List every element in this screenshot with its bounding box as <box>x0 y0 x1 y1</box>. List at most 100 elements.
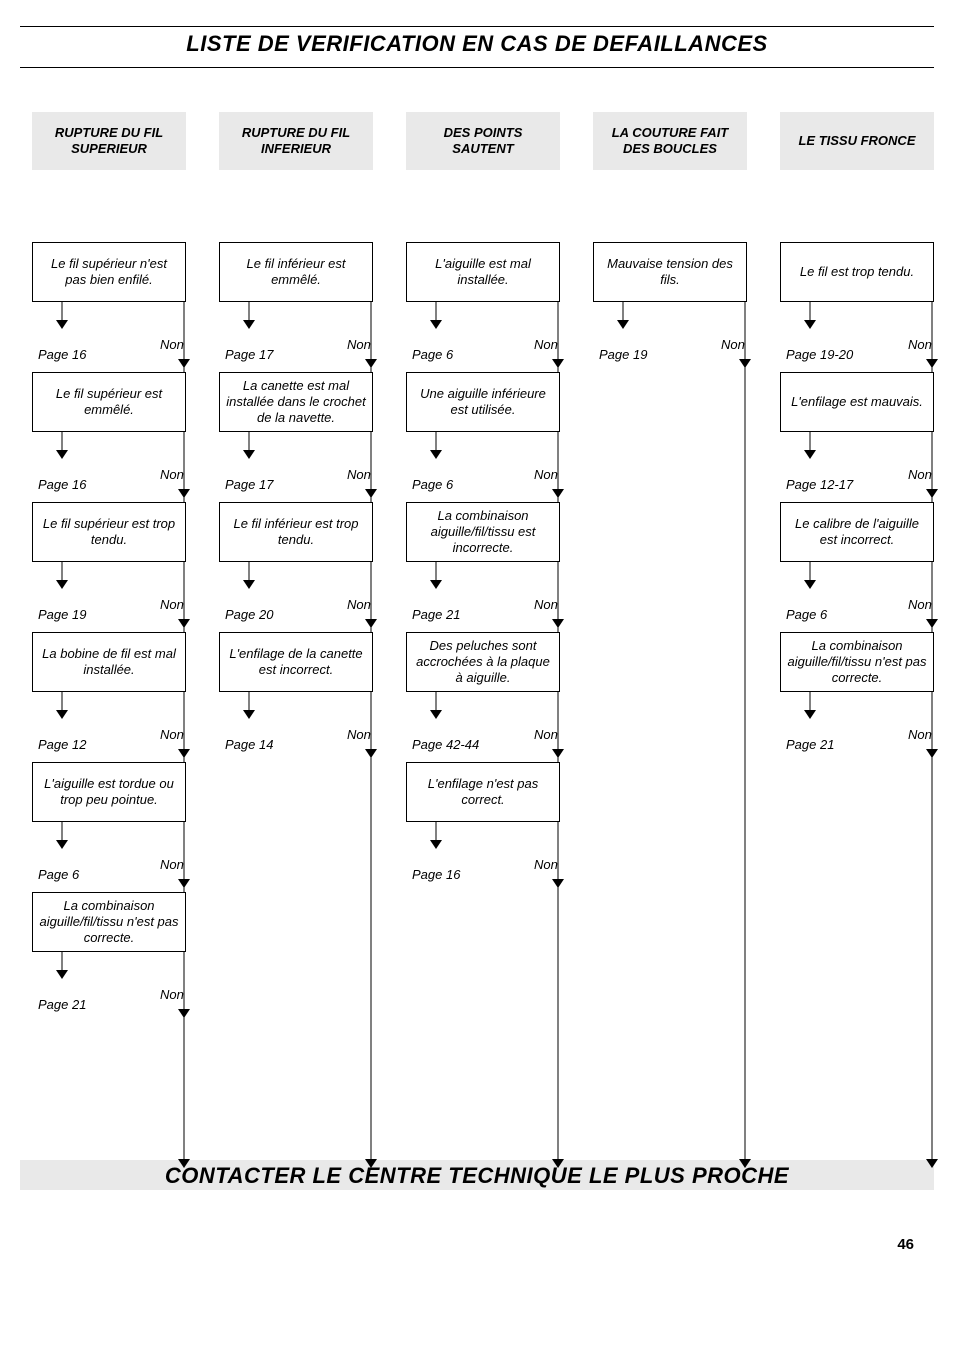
step-box: Le fil supérieur n'est pas bien enfilé. <box>32 242 186 302</box>
non-label: Non <box>534 597 558 615</box>
arrow-down-icon <box>365 359 377 368</box>
non-label: Non <box>347 597 371 615</box>
non-label: Non <box>908 337 932 355</box>
non-label: Non <box>160 337 184 355</box>
page-ref: Page 16 <box>412 867 460 885</box>
arrow-down-icon <box>365 619 377 628</box>
page-ref: Page 19 <box>599 347 647 365</box>
page-title-wrap: LISTE DE VERIFICATION EN CAS DE DEFAILLA… <box>20 26 934 68</box>
non-label: Non <box>347 337 371 355</box>
step-box: L'aiguille est tordue ou trop peu pointu… <box>32 762 186 822</box>
non-label: Non <box>908 727 932 745</box>
page-ref: Page 16 <box>38 477 86 495</box>
step-box: La combinaison aiguille/fil/tissu n'est … <box>780 632 934 692</box>
page-ref: Page 21 <box>38 997 86 1015</box>
arrow-down-icon <box>552 619 564 628</box>
arrow-down-icon <box>926 619 938 628</box>
non-label: Non <box>160 857 184 875</box>
arrow-down-icon <box>552 879 564 888</box>
page-ref: Page 12-17 <box>786 477 853 495</box>
arrow-down-icon <box>178 619 190 628</box>
page-ref: Page 21 <box>786 737 834 755</box>
arrow-down-icon <box>804 580 816 589</box>
arrow-down-icon <box>56 970 68 979</box>
troubleshooting-flowchart: CONTACTER LE CENTRE TECHNIQUE LE PLUS PR… <box>20 112 934 1190</box>
page-ref: Page 17 <box>225 477 273 495</box>
arrow-down-icon <box>365 489 377 498</box>
page-ref: Page 42-44 <box>412 737 479 755</box>
arrow-down-icon <box>552 1159 564 1168</box>
page-ref: Page 6 <box>38 867 79 885</box>
page-ref: Page 14 <box>225 737 273 755</box>
non-label: Non <box>160 467 184 485</box>
arrow-down-icon <box>617 320 629 329</box>
step-box: La combinaison aiguille/fil/tissu est in… <box>406 502 560 562</box>
non-label: Non <box>534 467 558 485</box>
step-box: Une aiguille inférieure est utilisée. <box>406 372 560 432</box>
page-number: 46 <box>20 1236 934 1253</box>
step-box: Le fil inférieur est trop tendu. <box>219 502 373 562</box>
step-box: L'aiguille est mal installée. <box>406 242 560 302</box>
non-label: Non <box>908 467 932 485</box>
arrow-down-icon <box>56 450 68 459</box>
arrow-down-icon <box>178 1009 190 1018</box>
step-box: Le calibre de l'aiguille est incorrect. <box>780 502 934 562</box>
arrow-down-icon <box>56 840 68 849</box>
step-box: Des peluches sont accrochées à la plaque… <box>406 632 560 692</box>
step-box: La combinaison aiguille/fil/tissu n'est … <box>32 892 186 952</box>
page-ref: Page 6 <box>412 477 453 495</box>
arrow-down-icon <box>430 320 442 329</box>
non-label: Non <box>160 597 184 615</box>
column-header: RUPTURE DU FIL INFERIEUR <box>219 112 373 170</box>
arrow-down-icon <box>926 489 938 498</box>
non-label: Non <box>347 467 371 485</box>
step-box: L'enfilage est mauvais. <box>780 372 934 432</box>
arrow-down-icon <box>739 359 751 368</box>
arrow-down-icon <box>552 749 564 758</box>
page-ref: Page 19-20 <box>786 347 853 365</box>
column-header: LA COUTURE FAIT DES BOUCLES <box>593 112 747 170</box>
arrow-down-icon <box>926 1159 938 1168</box>
column-header: RUPTURE DU FIL SUPERIEUR <box>32 112 186 170</box>
step-box: Le fil supérieur est trop tendu. <box>32 502 186 562</box>
arrow-down-icon <box>552 359 564 368</box>
arrow-down-icon <box>430 840 442 849</box>
arrow-down-icon <box>926 749 938 758</box>
page-title: LISTE DE VERIFICATION EN CAS DE DEFAILLA… <box>186 31 767 56</box>
step-box: Le fil inférieur est emmêlé. <box>219 242 373 302</box>
page-ref: Page 16 <box>38 347 86 365</box>
arrow-down-icon <box>178 1159 190 1168</box>
page-ref: Page 6 <box>412 347 453 365</box>
arrow-down-icon <box>430 710 442 719</box>
page-ref: Page 21 <box>412 607 460 625</box>
arrow-down-icon <box>739 1159 751 1168</box>
step-box: Mauvaise tension des fils. <box>593 242 747 302</box>
arrow-down-icon <box>365 1159 377 1168</box>
arrow-down-icon <box>243 320 255 329</box>
page-ref: Page 19 <box>38 607 86 625</box>
non-label: Non <box>160 987 184 1005</box>
column-header: DES POINTS SAUTENT <box>406 112 560 170</box>
non-label: Non <box>347 727 371 745</box>
non-label: Non <box>534 857 558 875</box>
arrow-down-icon <box>243 710 255 719</box>
non-label: Non <box>534 337 558 355</box>
arrow-down-icon <box>430 450 442 459</box>
step-box: La bobine de fil est mal installée. <box>32 632 186 692</box>
arrow-down-icon <box>804 450 816 459</box>
page-ref: Page 17 <box>225 347 273 365</box>
arrow-down-icon <box>56 580 68 589</box>
step-box: Le fil supérieur est emmêlé. <box>32 372 186 432</box>
footer-banner: CONTACTER LE CENTRE TECHNIQUE LE PLUS PR… <box>20 1163 934 1193</box>
arrow-down-icon <box>243 450 255 459</box>
page-ref: Page 6 <box>786 607 827 625</box>
column-header: LE TISSU FRONCE <box>780 112 934 170</box>
arrow-down-icon <box>178 749 190 758</box>
arrow-down-icon <box>365 749 377 758</box>
arrow-down-icon <box>56 710 68 719</box>
non-label: Non <box>534 727 558 745</box>
arrow-down-icon <box>178 879 190 888</box>
page-ref: Page 20 <box>225 607 273 625</box>
non-label: Non <box>908 597 932 615</box>
arrow-down-icon <box>804 320 816 329</box>
